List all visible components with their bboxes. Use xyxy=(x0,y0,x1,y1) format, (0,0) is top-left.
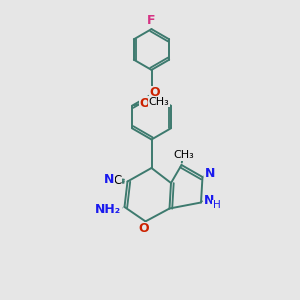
Text: N: N xyxy=(205,167,215,180)
Text: O: O xyxy=(139,97,150,110)
Text: O: O xyxy=(139,222,149,236)
Text: O: O xyxy=(150,86,160,100)
Text: H: H xyxy=(213,200,220,211)
Text: C: C xyxy=(113,174,122,187)
Text: F: F xyxy=(147,14,156,27)
Text: N: N xyxy=(204,194,214,207)
Text: Br: Br xyxy=(148,98,163,110)
Text: N: N xyxy=(104,173,115,186)
Text: CH₃: CH₃ xyxy=(148,97,169,106)
Text: CH₃: CH₃ xyxy=(173,150,194,160)
Text: NH₂: NH₂ xyxy=(95,203,121,216)
